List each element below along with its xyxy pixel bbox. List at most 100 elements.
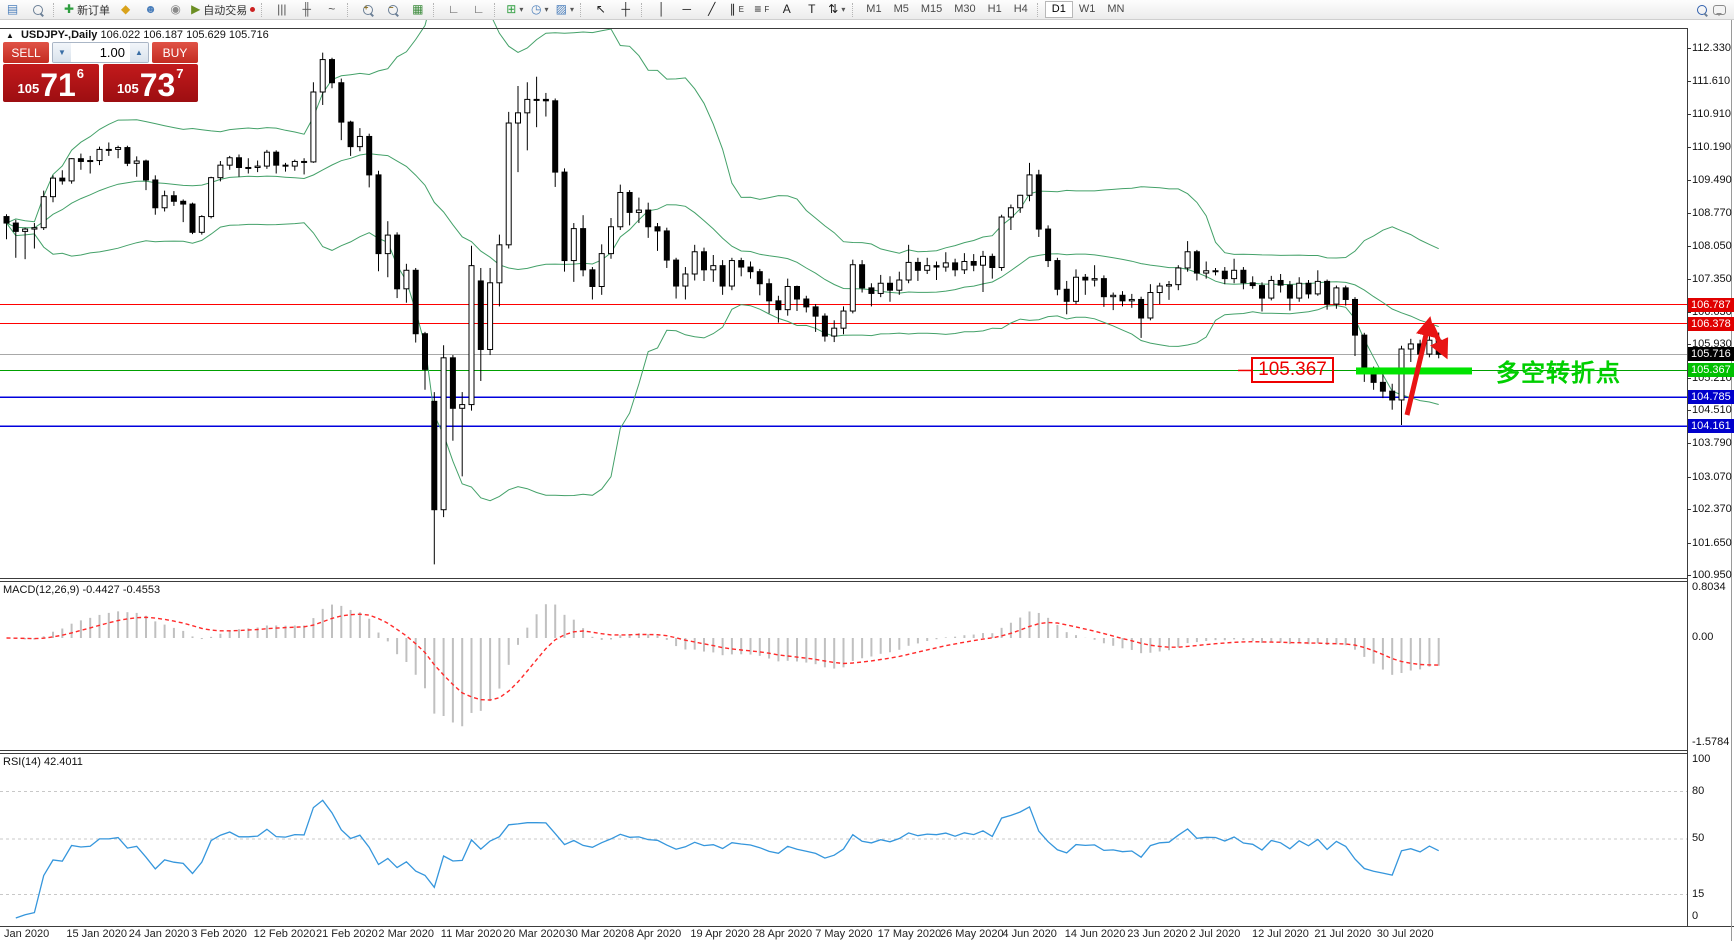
signals-icon[interactable]: ◉ — [163, 1, 188, 18]
arrows-icon[interactable]: ⇅ ▾ — [824, 1, 849, 18]
candle-body — [1426, 339, 1433, 355]
candle-body — [1240, 269, 1247, 284]
price-tick-mark — [1687, 344, 1691, 346]
line-chart-icon[interactable]: ~ — [319, 1, 344, 18]
add-indicator-icon[interactable]: ⊞ ▾ — [502, 1, 527, 18]
timeframe-w1[interactable]: W1 — [1078, 3, 1096, 15]
price-tick-mark — [1687, 509, 1691, 511]
volume-decrease-button[interactable]: ▼ — [53, 43, 71, 62]
fibonacci-icon: ≡ — [754, 2, 762, 16]
data-window-icon[interactable]: ∟ — [441, 1, 466, 18]
community-icon[interactable]: ☻ — [138, 1, 163, 18]
candle-body — [952, 262, 959, 271]
buy-button[interactable]: BUY — [152, 42, 198, 63]
volume-increase-button[interactable]: ▲ — [130, 43, 148, 62]
volume-stepper: ▼ ▲ — [52, 42, 149, 63]
zoom-in-icon[interactable]: + — [355, 1, 380, 18]
candle-body — [728, 260, 735, 287]
turning-point-note[interactable]: 多空转折点 — [1496, 360, 1621, 387]
toolbar-separator — [347, 2, 352, 17]
timeframe-d1[interactable]: D1 — [1044, 1, 1073, 18]
navigator-icon[interactable]: ∟ — [466, 1, 491, 18]
bar-chart-icon[interactable]: ||| — [269, 1, 294, 18]
period-icon-dropdown[interactable]: ▾ — [544, 5, 549, 14]
sell-button[interactable]: SELL — [3, 42, 49, 63]
add-indicator-icon-dropdown[interactable]: ▾ — [519, 5, 524, 14]
text-icon[interactable]: A — [774, 1, 799, 18]
horizontal-line-icon[interactable]: ─ — [674, 1, 699, 18]
candle-body — [208, 177, 215, 218]
crosshair-icon[interactable]: ┼ — [613, 1, 638, 18]
price-tick-label: 112.330 — [1692, 42, 1731, 54]
chat-icon[interactable] — [1713, 4, 1726, 16]
candle-body — [338, 82, 345, 123]
timeframe-m5[interactable]: M5 — [893, 3, 909, 15]
price-tick-mark — [1687, 246, 1691, 248]
sell-price-big: 71 — [40, 67, 76, 103]
label-icon[interactable]: T — [799, 1, 824, 18]
price-badge: 105.716 — [1688, 347, 1734, 362]
candle-body — [859, 264, 866, 289]
volume-input[interactable] — [71, 43, 130, 62]
buy-price-button[interactable]: 105 73 7 — [102, 64, 198, 103]
candle-body — [115, 147, 122, 150]
candle-body — [617, 191, 624, 228]
candle-body — [542, 98, 549, 102]
channel-icon[interactable]: ∥ E — [724, 1, 749, 18]
price-tick-label: 101.650 — [1692, 536, 1732, 549]
vertical-line-icon[interactable]: │ — [649, 1, 674, 18]
price-tick-mark — [1687, 542, 1691, 544]
date-label: 12 Jul 2020 — [1252, 928, 1309, 940]
timeframe-m1[interactable]: M1 — [866, 3, 882, 15]
candle-body — [422, 333, 428, 370]
candle-body — [59, 177, 66, 182]
candle-body — [914, 261, 921, 271]
template-icon[interactable]: ▨ ▾ — [552, 1, 577, 18]
macd-panel-divider[interactable] — [0, 578, 1687, 579]
toolbar-separator — [494, 2, 499, 17]
date-label: Jan 2020 — [4, 928, 50, 940]
chart-window-icon[interactable]: ▤ — [0, 1, 25, 18]
tile-windows-icon[interactable]: ▦ — [405, 1, 430, 18]
zoom-out-icon[interactable]: − — [380, 1, 405, 18]
search-icon[interactable] — [1697, 4, 1707, 15]
rsi-panel-divider[interactable] — [0, 750, 1687, 751]
candlestick-icon[interactable]: ╫ — [294, 1, 319, 18]
autotrading-icon[interactable]: ▶ 自动交易 — [188, 1, 258, 18]
timeframe-m30[interactable]: M30 — [954, 3, 976, 15]
period-icon[interactable]: ◷ ▾ — [527, 1, 552, 18]
fibonacci-icon[interactable]: ≡ F — [749, 1, 774, 18]
cursor-icon[interactable]: ↖ — [588, 1, 613, 18]
timeframe-mn[interactable]: MN — [1107, 3, 1125, 15]
price-level-label-box[interactable]: 105.367 — [1251, 357, 1334, 383]
trend-arrow-down — [1428, 322, 1449, 360]
rsi-scale-label: 0 — [1692, 910, 1699, 922]
new-order-icon[interactable]: ✚ 新订单 — [61, 1, 113, 18]
price-tick-label: 102.370 — [1692, 503, 1732, 516]
trendline-icon[interactable]: ╱ — [699, 1, 724, 18]
autotrading-icon-label: 自动交易 — [203, 4, 248, 17]
buy-price-big: 73 — [139, 67, 176, 103]
quotes-icon[interactable]: ◆ — [113, 1, 138, 18]
crosshair-icon: ┼ — [621, 2, 631, 16]
collapse-icon[interactable]: ▲ — [6, 31, 14, 40]
price-tick-mark — [1687, 278, 1691, 280]
date-label: 21 Jul 2020 — [1314, 928, 1372, 940]
candle-body — [3, 216, 10, 224]
candle-body — [282, 164, 289, 167]
candle-body — [589, 269, 596, 287]
candle-body — [1407, 343, 1414, 350]
candle-body — [12, 222, 19, 232]
sell-price-button[interactable]: 105 71 6 — [3, 64, 99, 102]
candle-body — [654, 226, 661, 232]
timeframe-h4[interactable]: H4 — [1013, 3, 1028, 15]
preview-icon[interactable] — [25, 1, 50, 18]
timeframe-h1[interactable]: H1 — [987, 3, 1002, 15]
candle-body — [1147, 292, 1154, 319]
timeframe-m15[interactable]: M15 — [920, 3, 943, 15]
arrows-icon-dropdown[interactable]: ▾ — [841, 5, 846, 14]
candle-body — [50, 177, 56, 198]
template-icon-dropdown[interactable]: ▾ — [569, 5, 574, 14]
candle-body — [1212, 270, 1219, 273]
